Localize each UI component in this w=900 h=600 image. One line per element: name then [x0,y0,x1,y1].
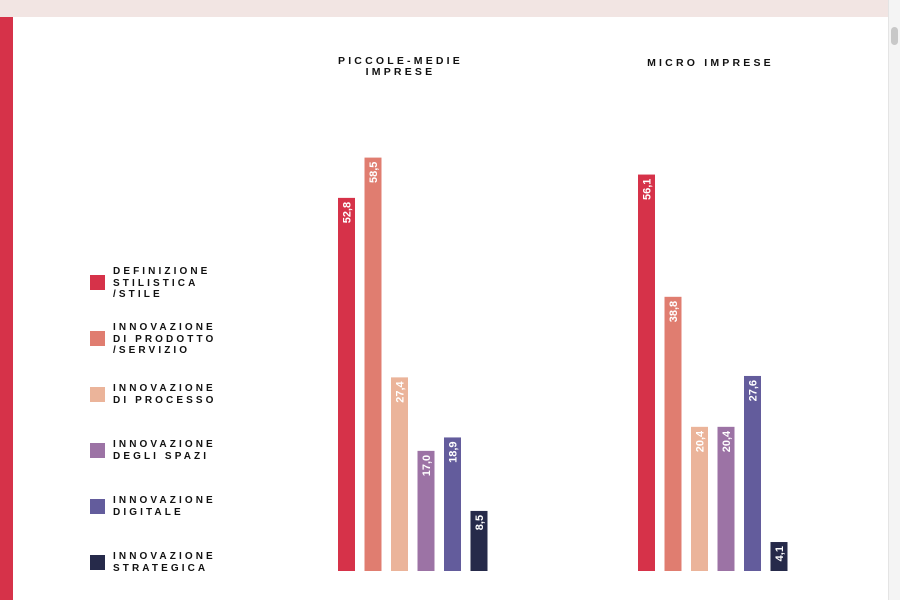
bar-pmi-2 [364,157,382,571]
value-label-micro-1: 56,1 [642,179,654,200]
value-label-micro-6: 4,1 [774,546,786,561]
value-label-micro-3: 20,4 [695,430,707,452]
legend-label-stile: DEFINIZIONE STILISTICA /STILE [113,266,211,300]
bar-micro-4 [717,426,735,571]
value-label-micro-2: 38,8 [668,301,680,322]
chart-title-micro: MICRO IMPRESE [647,57,774,69]
bar-pmi-4 [417,450,435,571]
legend-swatch-prodotto [90,331,105,346]
left-accent-bar [0,17,13,600]
bar-pmi-1 [338,197,355,571]
legend-label-digitale: INNOVAZIONE DIGITALE [113,495,216,518]
bar-micro-1 [638,174,655,571]
value-label-micro-4: 20,4 [721,430,733,452]
bar-pmi-6 [470,510,488,571]
value-label-pmi-3: 27,4 [395,381,407,403]
value-label-micro-5: 27,6 [748,380,760,401]
value-label-pmi-2: 58,5 [368,162,380,183]
bar-micro-2 [664,296,682,571]
legend-swatch-stile [90,275,105,290]
legend-label-processo: INNOVAZIONE DI PROCESSO [113,383,217,406]
value-label-pmi-4: 17,0 [421,455,433,476]
value-label-pmi-6: 8,5 [474,515,486,530]
bar-micro-5 [744,375,761,571]
value-label-pmi-5: 18,9 [448,441,460,462]
legend-swatch-digitale [90,499,105,514]
legend-label-prodotto: INNOVAZIONE DI PRODOTTO /SERVIZIO [113,322,217,356]
legend-label-strategica: INNOVAZIONE STRATEGICA [113,551,216,574]
scrollbar-track[interactable] [888,0,900,600]
bar-micro-3 [691,426,708,571]
bar-pmi-5 [444,437,461,571]
legend-label-spazi: INNOVAZIONE DEGLI SPAZI [113,439,216,462]
chart-title-pmi: PICCOLE-MEDIE IMPRESE [337,55,464,78]
bar-micro-6 [770,542,788,571]
header-band [0,0,888,17]
legend-swatch-processo [90,387,105,402]
legend-swatch-strategica [90,555,105,570]
value-label-pmi-1: 52,8 [342,202,354,223]
scrollbar-thumb[interactable] [891,27,898,45]
bar-pmi-3 [391,377,408,571]
legend-swatch-spazi [90,443,105,458]
